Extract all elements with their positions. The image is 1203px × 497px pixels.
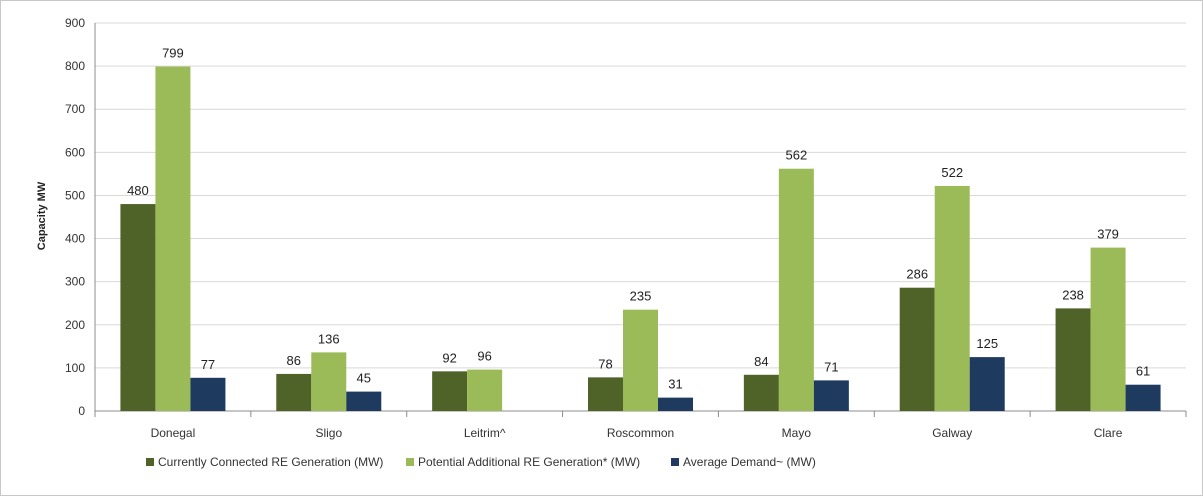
y-tick-label: 600 <box>65 145 85 159</box>
x-tick-label: Clare <box>1094 426 1123 440</box>
bar <box>432 371 468 411</box>
bar <box>311 352 347 411</box>
data-label: 238 <box>1062 287 1084 302</box>
data-label: 92 <box>442 350 456 365</box>
bar <box>1055 308 1091 411</box>
data-label: 125 <box>976 336 998 351</box>
bar <box>969 357 1005 411</box>
bar <box>623 309 658 411</box>
y-tick-label: 500 <box>65 188 85 202</box>
data-label: 235 <box>630 289 652 304</box>
axes: 0 100 200 300 400 500 600 700 800 900 Donegal Sligo… <box>65 16 1187 440</box>
data-label: 84 <box>754 354 768 369</box>
data-label: 379 <box>1097 227 1119 242</box>
data-label: 78 <box>598 356 612 371</box>
bar <box>778 168 814 411</box>
bar <box>120 204 156 411</box>
data-label: 45 <box>357 371 371 386</box>
bars <box>120 66 1161 411</box>
legend-label: Currently Connected RE Generation (MW) <box>158 455 383 469</box>
legend-swatch <box>406 458 414 466</box>
bar <box>190 377 226 411</box>
data-label: 71 <box>824 359 838 374</box>
legend-swatch <box>671 458 679 466</box>
data-label: 480 <box>127 183 149 198</box>
y-tick-label: 100 <box>65 361 85 375</box>
data-label: 31 <box>668 377 682 392</box>
legend-label: Potential Additional RE Generation* (MW) <box>418 455 640 469</box>
bar <box>1125 384 1161 411</box>
y-tick-label: 400 <box>65 232 85 246</box>
x-tick-label: Roscommon <box>607 426 674 440</box>
y-tick-label: 300 <box>65 275 85 289</box>
gridlines <box>95 22 1186 412</box>
bar <box>934 185 970 411</box>
x-tick-label: Leitrim^ <box>464 426 506 440</box>
data-label: 77 <box>201 357 215 372</box>
y-tick-label: 900 <box>65 16 85 30</box>
bar <box>346 391 382 411</box>
y-tick-label: 700 <box>65 102 85 116</box>
x-tick-label: Mayo <box>782 426 812 440</box>
x-tick-label: Sligo <box>315 426 342 440</box>
bar <box>743 374 779 411</box>
data-label: 522 <box>941 165 963 180</box>
bar <box>467 369 503 411</box>
bar <box>276 373 312 411</box>
bar <box>899 287 935 411</box>
y-tick-label: 0 <box>78 404 85 418</box>
legend: Currently Connected RE Generation (MW) Po… <box>146 455 816 469</box>
x-tick-label: Galway <box>932 426 972 440</box>
legend-label: Average Demand~ (MW) <box>683 455 816 469</box>
x-tick-label: Donegal <box>151 426 196 440</box>
data-label: 96 <box>477 349 491 364</box>
y-axis-title: Capacity MW <box>36 181 48 250</box>
data-label: 61 <box>1136 364 1150 379</box>
y-tick-label: 200 <box>65 318 85 332</box>
data-label: 136 <box>318 331 340 346</box>
data-label: 562 <box>786 148 808 163</box>
bar <box>1090 247 1126 411</box>
data-label: 86 <box>287 353 301 368</box>
bar <box>658 397 693 411</box>
bar <box>588 377 623 411</box>
bar <box>813 380 849 411</box>
data-label: 799 <box>162 46 184 61</box>
data-label: 286 <box>906 267 928 282</box>
bar <box>155 66 191 411</box>
legend-swatch <box>146 458 154 466</box>
y-tick-label: 800 <box>65 59 85 73</box>
data-labels: 480 799 77 86 136 45 92 96 78 235 31 84 562 71 286 522 1… <box>127 46 1150 392</box>
